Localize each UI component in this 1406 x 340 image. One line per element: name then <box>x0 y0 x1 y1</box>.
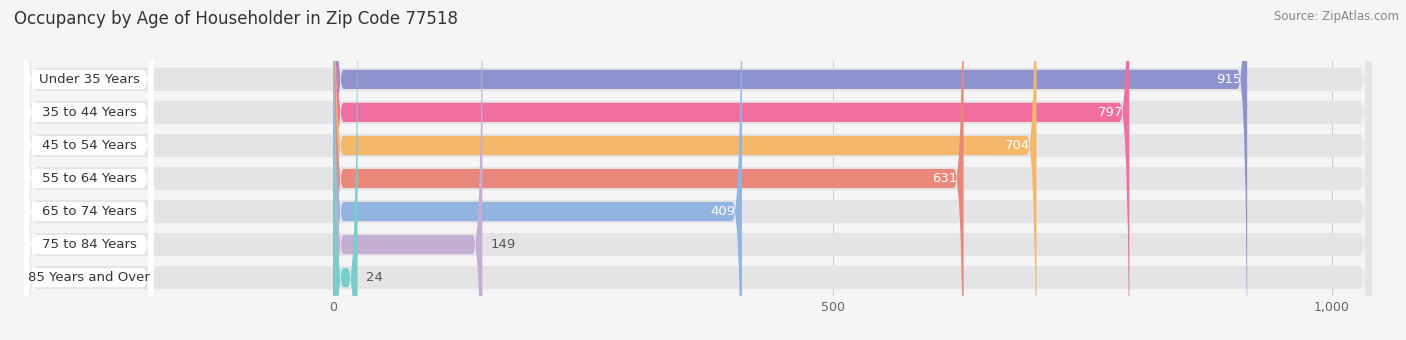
Text: 75 to 84 Years: 75 to 84 Years <box>42 238 136 251</box>
Text: 149: 149 <box>491 238 516 251</box>
Text: 55 to 64 Years: 55 to 64 Years <box>42 172 136 185</box>
FancyBboxPatch shape <box>333 0 482 340</box>
Text: 631: 631 <box>932 172 957 185</box>
Text: 409: 409 <box>711 205 735 218</box>
Text: 85 Years and Over: 85 Years and Over <box>28 271 150 284</box>
Text: 65 to 74 Years: 65 to 74 Years <box>42 205 136 218</box>
Text: Under 35 Years: Under 35 Years <box>38 73 139 86</box>
FancyBboxPatch shape <box>24 0 1372 340</box>
FancyBboxPatch shape <box>333 0 742 340</box>
FancyBboxPatch shape <box>24 0 153 340</box>
FancyBboxPatch shape <box>24 0 153 340</box>
FancyBboxPatch shape <box>24 0 1372 340</box>
Text: 35 to 44 Years: 35 to 44 Years <box>42 106 136 119</box>
Text: Occupancy by Age of Householder in Zip Code 77518: Occupancy by Age of Householder in Zip C… <box>14 10 458 28</box>
FancyBboxPatch shape <box>24 0 153 340</box>
Text: 797: 797 <box>1098 106 1123 119</box>
FancyBboxPatch shape <box>24 0 153 340</box>
FancyBboxPatch shape <box>333 0 963 340</box>
FancyBboxPatch shape <box>24 0 1372 340</box>
FancyBboxPatch shape <box>333 0 1036 340</box>
FancyBboxPatch shape <box>24 0 153 340</box>
FancyBboxPatch shape <box>24 0 153 340</box>
Text: 915: 915 <box>1216 73 1241 86</box>
FancyBboxPatch shape <box>24 0 153 340</box>
FancyBboxPatch shape <box>24 0 1372 340</box>
FancyBboxPatch shape <box>24 0 1372 340</box>
FancyBboxPatch shape <box>24 0 1372 340</box>
FancyBboxPatch shape <box>24 0 1372 340</box>
FancyBboxPatch shape <box>333 0 1129 340</box>
Text: 24: 24 <box>366 271 382 284</box>
Text: Source: ZipAtlas.com: Source: ZipAtlas.com <box>1274 10 1399 23</box>
Text: 704: 704 <box>1005 139 1031 152</box>
Text: 45 to 54 Years: 45 to 54 Years <box>42 139 136 152</box>
FancyBboxPatch shape <box>333 0 1247 340</box>
FancyBboxPatch shape <box>333 0 357 340</box>
